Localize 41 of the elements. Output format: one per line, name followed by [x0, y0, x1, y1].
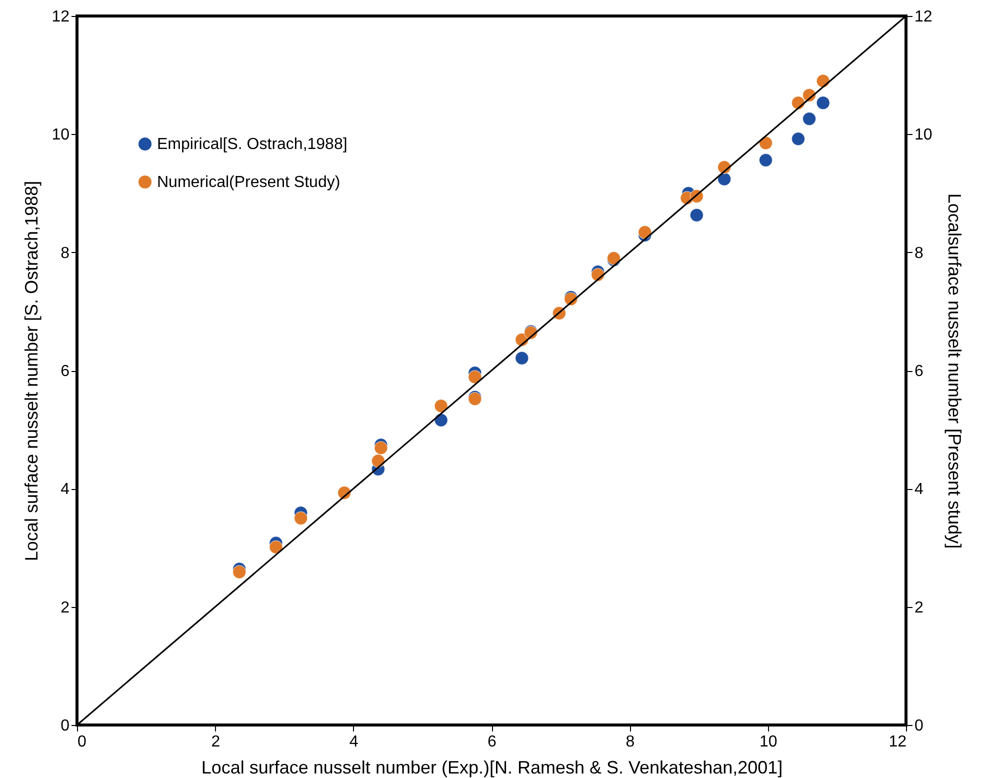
x-tick-label: 8 — [626, 734, 635, 750]
point — [232, 565, 246, 579]
y-tick-label: 0 — [60, 718, 70, 734]
point — [515, 351, 529, 365]
point — [690, 208, 704, 222]
point — [791, 132, 806, 146]
x-tick-label: 12 — [888, 734, 907, 750]
x-tick-label: 2 — [211, 734, 220, 750]
point — [374, 441, 388, 455]
y2-tick-label: 8 — [914, 244, 924, 262]
point — [758, 136, 773, 150]
y2-tick-label: 12 — [914, 8, 932, 26]
y-tick-label: 12 — [52, 8, 70, 26]
x-tick-label: 4 — [349, 734, 358, 750]
point — [434, 413, 448, 427]
y2-tick-label: 6 — [914, 363, 924, 380]
y2-tick-label: 4 — [914, 481, 924, 498]
x-tick-label: 6 — [488, 734, 497, 750]
y-tick-label: 6 — [60, 363, 70, 380]
point — [294, 511, 308, 526]
point — [802, 112, 816, 126]
x-tick-label: 10 — [759, 734, 778, 750]
y-tick-label: 8 — [60, 244, 70, 262]
x-tick-label: 0 — [78, 734, 86, 750]
legend-label: Numerical(Present Study) — [157, 174, 340, 191]
y2-axis-title: Localsurface nusselt number [Present study] — [944, 193, 964, 549]
y-tick-label: 2 — [60, 599, 70, 616]
point — [638, 225, 652, 240]
point — [434, 399, 448, 413]
y-tick-label: 10 — [52, 126, 70, 144]
y-axis-title: Local surface nusselt number [S. Ostrach,1988] — [22, 180, 42, 562]
point — [758, 153, 773, 167]
y2-tick-label: 2 — [914, 599, 924, 616]
legend-label: Empirical[S. Ostrach,1988] — [157, 136, 348, 153]
y2-tick-label: 0 — [914, 718, 924, 734]
point — [816, 96, 830, 110]
point — [468, 370, 482, 384]
y2-tick-label: 10 — [914, 126, 932, 144]
x-axis-title: Local surface nusselt number (Exp.)[N. Ramesh & S. Venkateshan,2001] — [201, 758, 783, 778]
point — [269, 540, 283, 554]
y-tick-label: 4 — [60, 481, 70, 498]
